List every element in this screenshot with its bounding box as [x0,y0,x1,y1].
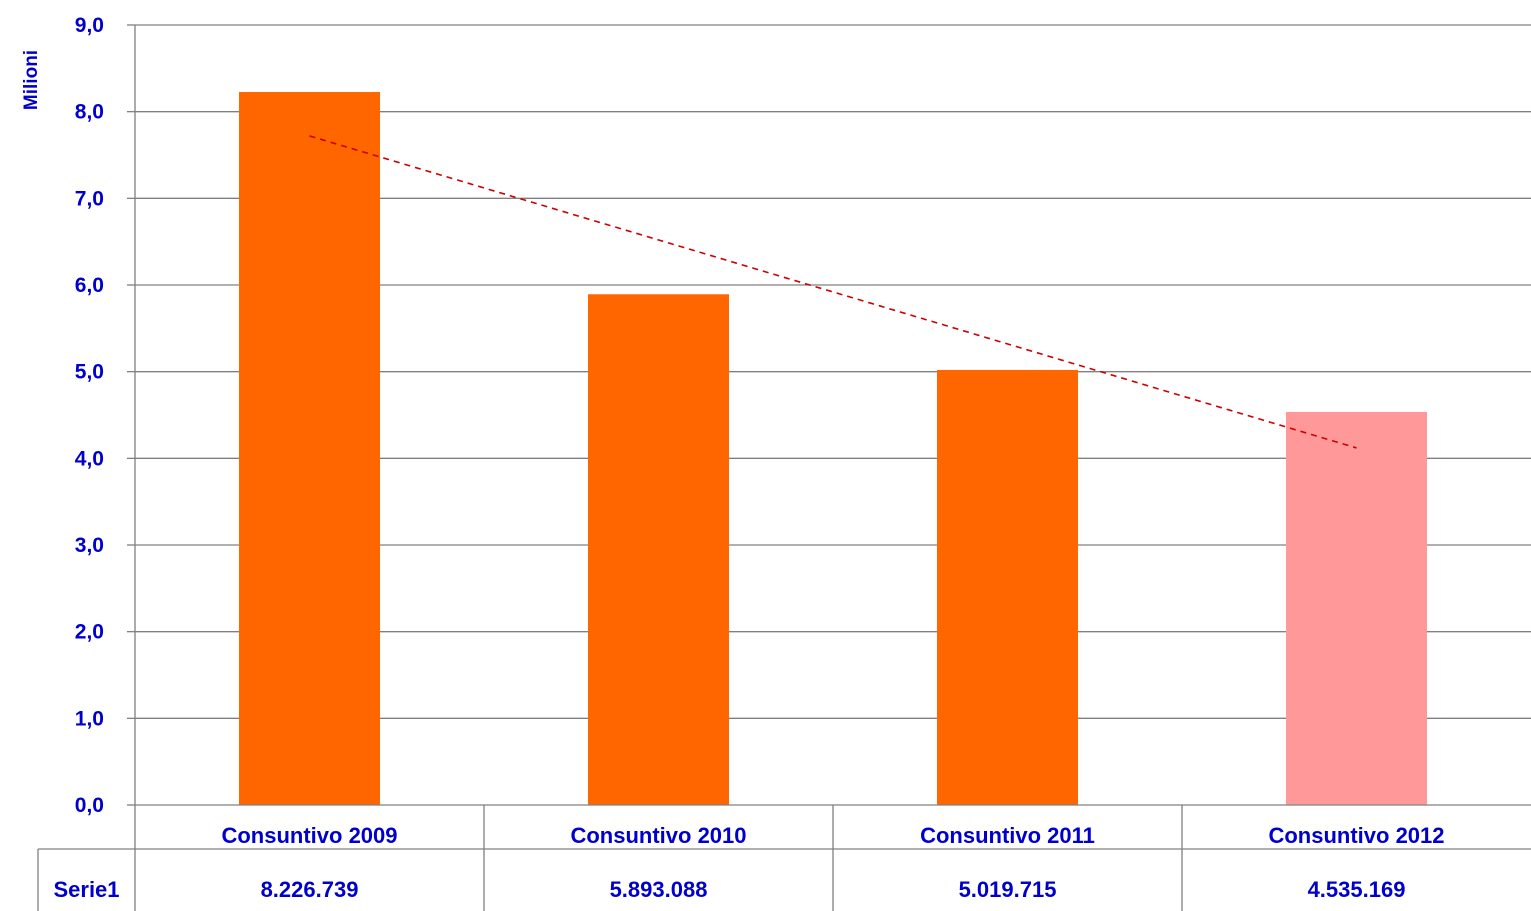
y-tick-labels: 0,0 1,0 2,0 3,0 4,0 5,0 6,0 7,0 8,0 9,0 [75,14,104,817]
data-table-value: 5.893.088 [610,877,708,902]
y-tick-label: 6,0 [75,274,104,297]
x-category-label: Consuntivo 2011 [920,823,1095,848]
data-table-value: 8.226.739 [261,877,359,902]
bars [239,92,1427,806]
trendline-group [309,135,1357,449]
x-category-label: Consuntivo 2009 [221,823,397,848]
y-tick-label: 8,0 [75,101,104,124]
data-table-value: 4.535.169 [1308,877,1406,902]
y-tick-label: 9,0 [75,14,104,37]
data-table-value: 5.019.715 [959,877,1057,902]
y-tick-label: 7,0 [75,187,104,210]
y-tick-label: 1,0 [75,707,104,730]
bar [239,92,380,806]
y-tick-label: 2,0 [75,621,104,644]
y-tick-label: 4,0 [75,447,104,470]
y-tick-label: 5,0 [75,361,104,384]
x-category-label: Consuntivo 2012 [1268,823,1444,848]
data-table: Consuntivo 2009 8.226.739 Consuntivo 2010 5… [37,805,1531,911]
bar [937,369,1078,805]
series-name-label: Serie1 [53,877,119,902]
y-tick-label: 0,0 [75,794,104,817]
bar [588,294,729,805]
bar [1286,411,1427,805]
y-axis-title: Milioni [21,50,42,110]
trendline [309,135,1357,449]
y-tick-label: 3,0 [75,534,104,557]
x-category-label: Consuntivo 2010 [570,823,746,848]
